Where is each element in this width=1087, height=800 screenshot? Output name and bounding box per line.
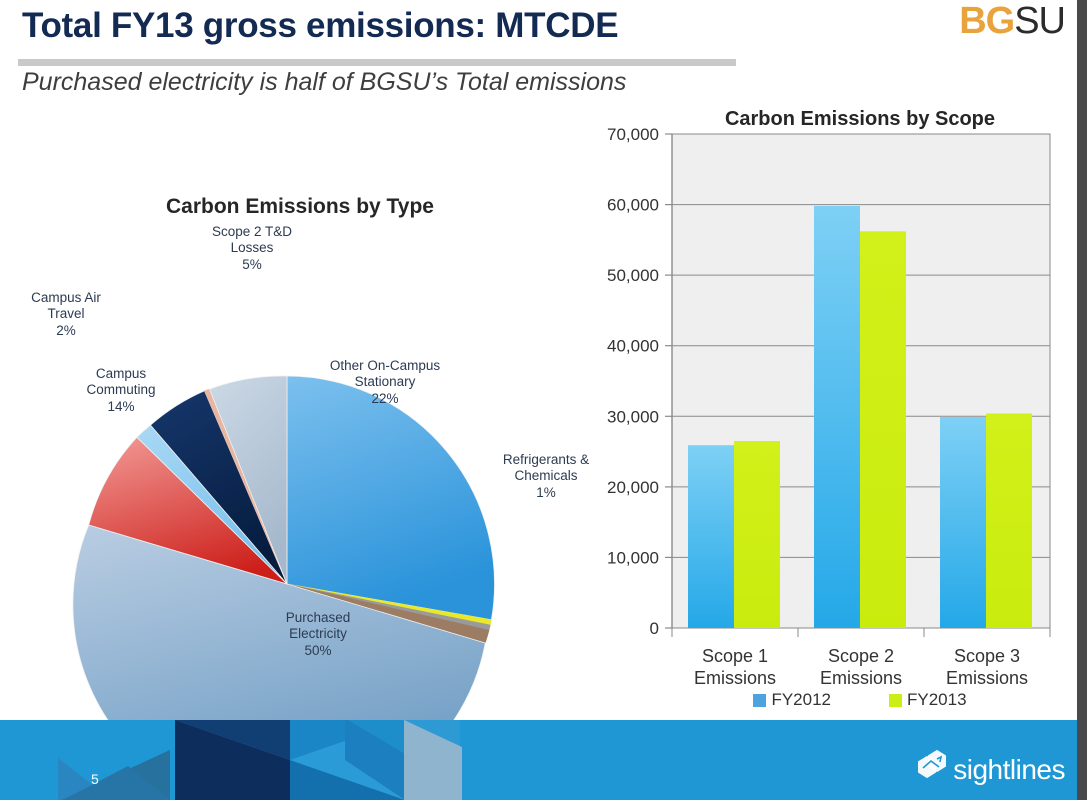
legend-item-fy2013[interactable]: FY2013 [889,690,967,710]
bar-chart-graphic: 70,000 60,000 50,000 40,000 30,000 20,00… [607,125,1051,688]
pie-label-other-on-campus-stationary: Other On-Campus Stationary 22% [329,358,441,406]
pie-slice-purchased-electricity[interactable] [72,524,486,720]
footer-shape-12 [63,766,170,800]
footer-shape-11 [348,720,405,754]
bar-scope2-fy2012[interactable] [814,205,860,628]
y-axis-labels: 70,000 60,000 50,000 40,000 30,000 20,00… [607,125,659,638]
y-tick-0: 0 [650,619,659,638]
bar-chart-legend: FY2012 FY2013 [680,690,1040,710]
page-subtitle: Purchased electricity is half of BGSU’s … [22,68,627,96]
right-edge-strip [1077,0,1087,800]
y-tick-70000: 70,000 [607,125,659,144]
bgsu-logo-su: SU [1014,0,1066,42]
page-title: Total FY13 gross emissions: MTCDE [22,6,619,45]
bgsu-logo-bg: BG [959,0,1015,42]
footer-shape-4 [175,720,290,760]
page-number: 5 [91,771,99,787]
bar-chart-title: Carbon Emissions by Scope [724,108,996,130]
bar-scope2-fy2013[interactable] [860,231,906,629]
legend-swatch-fy2012 [753,693,767,707]
legend-swatch-fy2013 [889,693,902,707]
pie-label-purchased-electricity: Purchased Electricity 50% [285,610,351,658]
pie-chart-graphic [72,375,495,720]
bar-scope3-fy2012[interactable] [940,417,986,628]
x-axis-labels: Scope 1 Emissions Scope 2 Emissions Scope … [694,646,1028,688]
x-label-scope1: Scope 1 Emissions [694,646,776,688]
y-tick-50000: 50,000 [607,266,659,285]
sightlines-logo: sightlines [913,748,1065,786]
x-label-scope2: Scope 2 Emissions [820,646,902,688]
sightlines-mark-icon [918,749,947,779]
bar-scope1-fy2013[interactable] [734,441,780,628]
y-tick-30000: 30,000 [607,407,659,426]
footer-shape-3 [175,720,290,800]
pie-slice-campus-commuting[interactable] [88,436,288,585]
bar-scope1-fy2012[interactable] [688,445,734,628]
pie-label-scope2-td-losses: Scope 2 T&D Losses 5% [211,224,293,272]
y-tick-10000: 10,000 [607,548,659,567]
y-tick-40000: 40,000 [607,337,659,356]
legend-label-fy2013: FY2013 [907,690,967,709]
bar-chart-panel: Carbon Emissions by Scope [600,100,1077,720]
pie-label-campus-air-travel: Campus Air Travel 2% [31,290,101,338]
y-tick-60000: 60,000 [607,196,659,215]
title-divider [18,59,736,66]
y-tick-20000: 20,000 [607,478,659,497]
x-axis-ticks [671,628,1051,637]
pie-slice-other-on-campus-stationary[interactable] [286,375,495,621]
sightlines-wordmark: sightlines [953,754,1065,785]
legend-item-fy2012[interactable]: FY2012 [753,690,831,710]
footer-geometric-pattern [0,720,1087,800]
pie-chart-panel: Carbon Emissions by Type [0,100,600,720]
y-axis-ticks [665,133,672,629]
pie-slice-scope2-td-losses[interactable] [208,375,288,585]
bgsu-logo: BGSU [959,0,1066,42]
bar-scope3-fy2013[interactable] [986,413,1032,628]
pie-label-refrigerants-chemicals: Refrigerants & Chemicals 1% [502,452,590,500]
pie-label-solid-waste: Solid Waste 6% [182,303,222,351]
x-label-scope3: Scope 3 Emissions [946,646,1028,688]
footer-shape-13 [404,720,462,800]
pie-label-campus-commuting: Campus Commuting 14% [86,366,156,414]
slide-footer: sightlines [0,720,1087,800]
legend-label-fy2012: FY2012 [771,690,831,709]
pie-chart-title: Carbon Emissions by Type [165,195,434,218]
